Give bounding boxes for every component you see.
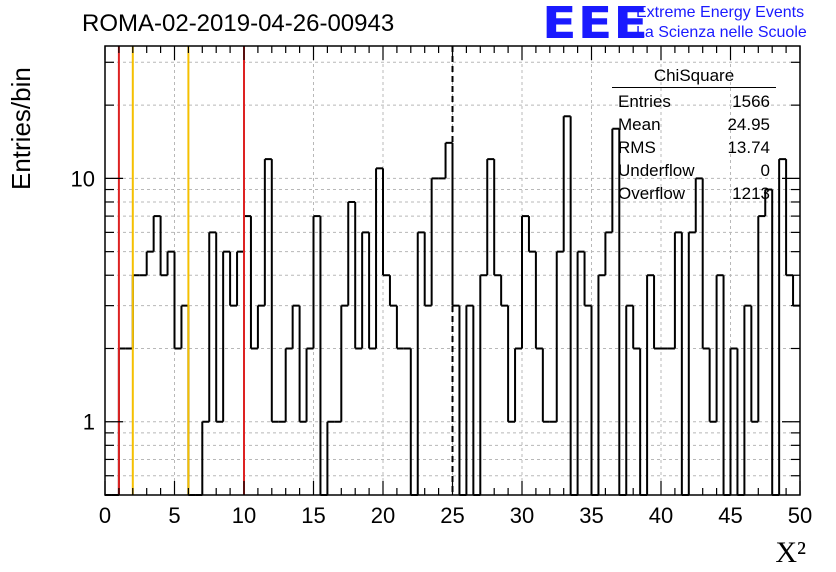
logo-text-line-1: Extreme Energy Events: [636, 4, 805, 21]
logo-text-line-2: La Scienza nelle Scuole: [636, 24, 807, 41]
stats-value: 0: [760, 161, 770, 180]
stats-value: 1566: [732, 92, 770, 111]
x-tick-label: 30: [510, 503, 534, 528]
stats-row-mean: Mean 24.95: [612, 113, 776, 136]
x-tick-label: 45: [718, 503, 742, 528]
y-tick-label: 10: [71, 166, 95, 191]
stats-label: Mean: [618, 115, 661, 134]
stats-box: ChiSquare Entries 1566 Mean 24.95 RMS 13…: [612, 66, 776, 205]
stats-row-entries: Entries 1566: [612, 90, 776, 113]
stats-label: Underflow: [618, 161, 695, 180]
x-axis-label: X²: [775, 536, 806, 569]
chart-title: ROMA-02-2019-04-26-00943: [82, 10, 395, 37]
x-tick-label: 25: [440, 503, 464, 528]
x-tick-label: 5: [168, 503, 180, 528]
x-tick-label: 20: [371, 503, 395, 528]
stats-title: ChiSquare: [612, 66, 776, 88]
x-tick-label: 15: [301, 503, 325, 528]
stats-value: 24.95: [727, 115, 770, 134]
stats-value: 1213: [732, 184, 770, 203]
eee-logo: EEE: [542, 0, 650, 49]
stats-row-rms: RMS 13.74: [612, 136, 776, 159]
stats-row-underflow: Underflow 0: [612, 159, 776, 182]
stats-label: Overflow: [618, 184, 686, 203]
x-tick-label: 0: [99, 503, 111, 528]
x-tick-label: 50: [788, 503, 812, 528]
stats-value: 13.74: [727, 138, 770, 157]
stats-label: Entries: [618, 92, 671, 111]
y-axis-label: Entries/bin: [6, 67, 36, 190]
x-tick-label: 35: [579, 503, 603, 528]
x-tick-label: 40: [649, 503, 673, 528]
x-tick-label: 10: [232, 503, 256, 528]
stats-label: RMS: [618, 138, 656, 157]
y-tick-label: 1: [83, 410, 95, 435]
stats-row-overflow: Overflow 1213: [612, 182, 776, 205]
